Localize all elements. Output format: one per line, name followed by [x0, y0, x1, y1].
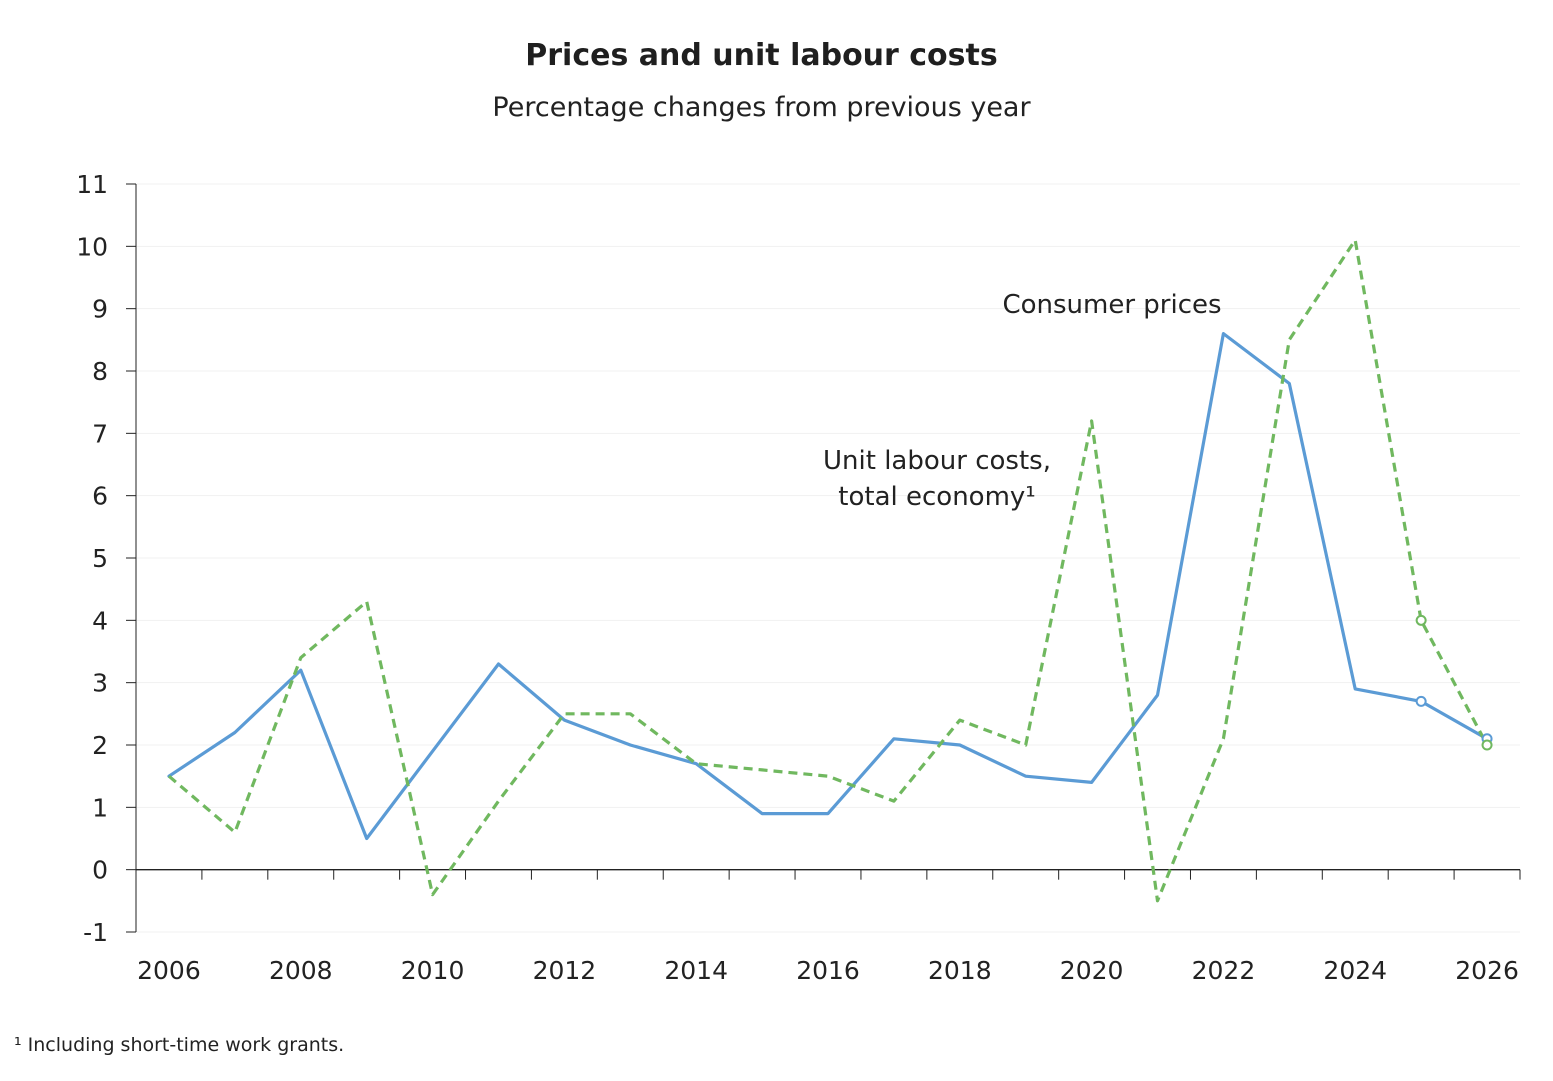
x-tick-label: 2024: [1323, 956, 1387, 985]
y-tick-label: -1: [83, 918, 108, 947]
forecast-markers: [1415, 614, 1493, 751]
forecast-point-consumer-prices: [1415, 695, 1427, 707]
y-tick-label: 2: [92, 731, 108, 760]
x-tick-label: 2026: [1455, 956, 1519, 985]
x-tick-label: 2008: [269, 956, 333, 985]
x-tick-label: 2014: [664, 956, 728, 985]
series-lines: [167, 238, 1489, 903]
y-tick-label: 8: [92, 357, 108, 386]
forecast-point-unit-labour-costs: [1415, 614, 1427, 626]
y-tick-label: 3: [92, 669, 108, 698]
axes: -1 0 1 2 3 4 5 6 7 8 9 10 11 2006 2008 2010 2012 2014 2016…: [76, 170, 1521, 985]
chart-subtitle: Percentage changes from previous year: [492, 92, 1031, 123]
annotation-unit-labour-costs-line2: total economy¹: [838, 482, 1035, 512]
x-tick-label: 2006: [137, 956, 201, 985]
y-tick-label: 6: [92, 482, 108, 511]
y-tick-label: 9: [92, 295, 108, 324]
forecast-point-unit-labour-costs: [1481, 739, 1493, 751]
x-tick-label: 2010: [401, 956, 465, 985]
y-tick-label: 4: [92, 606, 108, 635]
y-tick-label: 5: [92, 544, 108, 573]
x-tick-label: 2018: [928, 956, 992, 985]
series-line-consumer-prices: [167, 332, 1489, 841]
annotation-consumer-prices: Consumer prices: [1002, 290, 1221, 320]
x-tick-label: 2022: [1192, 956, 1256, 985]
x-tick-label: 2016: [796, 956, 860, 985]
footnote: ¹ Including short-time work grants.: [14, 1034, 345, 1056]
y-tick-label: 7: [92, 419, 108, 448]
y-tick-label: 10: [76, 232, 108, 261]
series-line-unit-labour-costs: [167, 238, 1489, 903]
x-tick-label: 2012: [533, 956, 597, 985]
y-tick-label: 11: [76, 170, 108, 199]
chart-title: Prices and unit labour costs: [525, 38, 998, 73]
y-tick-label: 0: [92, 856, 108, 885]
x-tick-label: 2020: [1060, 956, 1124, 985]
annotation-unit-labour-costs-line1: Unit labour costs,: [823, 446, 1051, 476]
y-tick-label: 1: [92, 793, 108, 822]
gridlines: [136, 183, 1520, 933]
